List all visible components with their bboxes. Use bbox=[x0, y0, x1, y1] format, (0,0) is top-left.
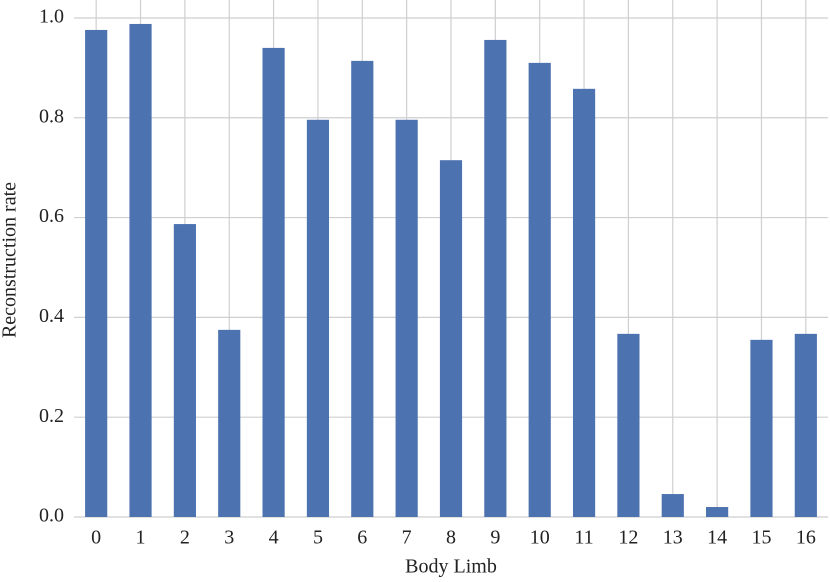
y-tick-label: 0.8 bbox=[39, 105, 64, 127]
y-tick-label: 0.6 bbox=[39, 205, 64, 227]
x-tick-label: 10 bbox=[530, 527, 550, 549]
x-tick-label: 4 bbox=[269, 527, 279, 549]
x-tick-label: 1 bbox=[136, 527, 146, 549]
bar bbox=[794, 333, 817, 517]
bar bbox=[750, 339, 773, 517]
y-tick-label: 0.0 bbox=[39, 505, 64, 527]
x-tick-label: 8 bbox=[446, 527, 456, 549]
bar bbox=[706, 507, 729, 517]
x-tick-label: 3 bbox=[224, 527, 234, 549]
y-axis-label: Reconstruction rate bbox=[0, 182, 21, 338]
x-tick-label: 5 bbox=[313, 527, 323, 549]
y-tick-label: 0.4 bbox=[39, 305, 64, 327]
bar bbox=[439, 160, 463, 517]
bar bbox=[173, 224, 196, 518]
bar bbox=[572, 88, 596, 517]
bar bbox=[85, 29, 108, 518]
x-tick-label: 13 bbox=[663, 527, 683, 549]
x-axis-label: Body Limb bbox=[405, 556, 497, 578]
x-tick-label: 7 bbox=[402, 527, 412, 549]
bar bbox=[484, 39, 507, 517]
x-tick-label: 14 bbox=[707, 527, 727, 549]
x-tick-label: 2 bbox=[180, 527, 190, 549]
x-tick-label: 11 bbox=[574, 527, 593, 549]
bar bbox=[661, 494, 684, 517]
bar bbox=[617, 333, 640, 517]
y-tick-label: 0.2 bbox=[39, 405, 64, 427]
bar bbox=[351, 60, 374, 518]
bar bbox=[262, 47, 285, 517]
x-tick-label: 15 bbox=[751, 527, 771, 549]
bar bbox=[395, 119, 418, 517]
y-tick-label: 1.0 bbox=[39, 6, 64, 28]
x-tick-label: 12 bbox=[618, 527, 638, 549]
x-tick-label: 16 bbox=[796, 527, 816, 549]
x-tick-label: 6 bbox=[357, 527, 367, 549]
bar bbox=[129, 23, 152, 517]
x-tick-label: 0 bbox=[91, 527, 101, 549]
x-tick-label: 9 bbox=[490, 527, 500, 549]
bar bbox=[218, 329, 241, 517]
bar bbox=[528, 62, 551, 517]
bar bbox=[306, 119, 330, 517]
